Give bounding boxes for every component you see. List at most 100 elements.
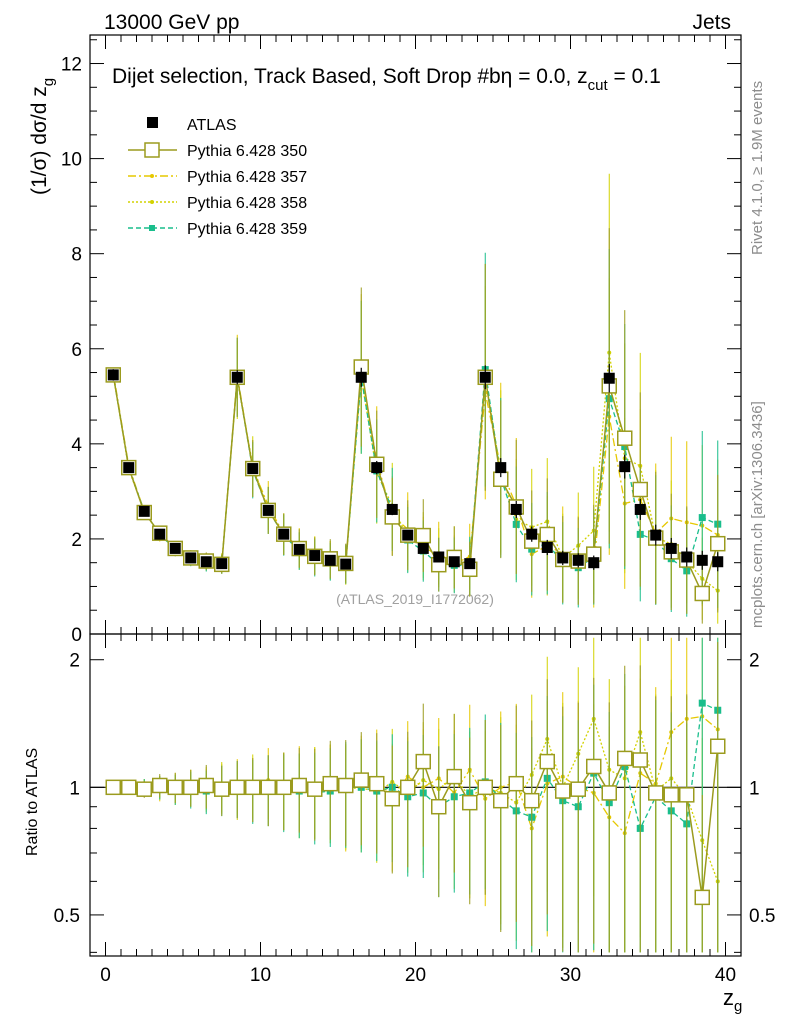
ratio-point [508,775,524,792]
ratio-point [384,790,400,807]
legend: ATLAS Pythia 6.428 350 Pythia 6.428 357 … [128,117,307,238]
atlas-data-point [464,558,476,570]
ratio-series-line [113,717,719,882]
atlas-data-point [278,528,290,540]
ratio-y-tick-label-right: 2 [749,651,760,672]
legend-entry-pythia-359: Pythia 6.428 359 [128,221,307,238]
mcplots-label: mcplots.cern.ch [arXiv:1306.3436] [749,401,766,628]
ratio-point [698,699,706,707]
ratio-point [152,777,168,794]
atlas-data-point [324,554,336,566]
legend-label-atlas: ATLAS [187,117,237,134]
ratio-point [307,781,323,797]
ratio-point [198,777,214,794]
ratio-y-tick-label: 0.5 [54,906,80,927]
atlas-data-point [557,552,569,564]
atlas-data-point [216,558,228,570]
atlas-data-point [262,504,274,516]
atlas-data-point [169,542,181,554]
atlas-data-point [247,463,259,475]
ratio-point [477,779,493,796]
ratio-point [291,777,307,794]
ratio-point [245,779,261,796]
legend-entry-pythia-350: Pythia 6.428 350 [128,142,307,160]
ratio-point [322,775,338,792]
ratio-point [617,750,633,767]
plot-title-main: Dijet selection, Track Based, Soft Drop … [112,65,588,88]
ratio-point [539,753,555,770]
legend-entry-atlas: ATLAS [147,117,237,134]
atlas-data-point [355,371,367,383]
ratio-point [260,779,276,796]
atlas-data-point [541,541,553,553]
atlas-data-point [200,556,212,568]
ratio-point [136,781,152,797]
x-tick-label: 20 [405,965,426,986]
ratio-point [105,779,121,796]
atlas-data-point [448,556,460,568]
ratio-point [276,779,292,796]
ratio-point [663,787,679,803]
legend-entry-pythia-358: Pythia 6.428 358 [128,195,307,212]
atlas-data-point [138,505,150,517]
ratio-point [586,758,602,775]
y-tick-label: 6 [71,340,82,361]
main-y-axis-title-sub: g [40,78,57,86]
y-tick-label: 10 [61,150,82,171]
plot-title-tail: = 0.1 [608,65,661,88]
atlas-data-point [107,369,119,381]
atlas-data-point [495,462,507,474]
ratio-y-tick-label-right: 1 [749,778,760,799]
ratio-point [632,752,648,768]
ratio-point [710,738,726,754]
ratio-point [229,779,245,796]
x-tick-label: 0 [100,965,111,986]
plot-title: Dijet selection, Track Based, Soft Drop … [112,65,661,94]
main-point [632,481,648,498]
ratio-point [679,787,695,803]
x-axis-title-main: z [723,985,734,1010]
atlas-data-point [371,462,383,474]
main-y-axis-title: (1/σ) dσ/d zg [28,78,57,195]
main-point [694,585,710,602]
x-axis-title-sub: g [734,998,742,1015]
ratio-point [214,781,230,797]
legend-label-pythia-358: Pythia 6.428 358 [187,195,307,212]
ratio-point [167,779,183,796]
atlas-data-point [309,550,321,562]
y-tick-label: 4 [71,435,82,456]
atlas-data-point [696,554,708,566]
plot-title-subscript: cut [588,77,609,94]
ratio-point [400,779,416,796]
ratio-y-tick-label-right: 0.5 [749,906,775,927]
legend-marker-atlas [147,117,158,128]
main-y-axis-title-main: (1/σ) dσ/d z [28,86,51,195]
ratio-point [524,792,540,809]
atlas-data-point [603,372,615,384]
atlas-data-point [665,542,677,554]
ratio-y-tick-label: 2 [69,651,80,672]
legend-label-pythia-350: Pythia 6.428 350 [187,143,307,160]
legend-marker-pythia-350 [144,142,160,158]
ratio-point [601,785,617,801]
legend-label-pythia-357: Pythia 6.428 357 [187,169,307,186]
ratio-point [121,779,137,796]
main-point [710,535,726,552]
atlas-data-point [712,556,724,568]
x-tick-label: 10 [250,965,271,986]
legend-entry-pythia-357: Pythia 6.428 357 [128,169,307,186]
ratio-series-layer [105,637,726,953]
atlas-data-point [634,503,646,515]
atlas-data-point [619,461,631,473]
legend-marker-pythia-359 [149,225,155,231]
atlas-data-point [572,554,584,566]
rivet-version-label: Rivet 4.1.0, ≥ 1.9M events [749,81,766,255]
atlas-data-point [185,552,197,564]
main-point [539,526,555,543]
ratio-point [648,785,664,801]
y-tick-label: 12 [61,55,82,76]
y-tick-label: 2 [71,530,82,551]
legend-label-pythia-359: Pythia 6.428 359 [187,221,307,238]
ratio-pythia-6-428-350 [105,641,726,953]
